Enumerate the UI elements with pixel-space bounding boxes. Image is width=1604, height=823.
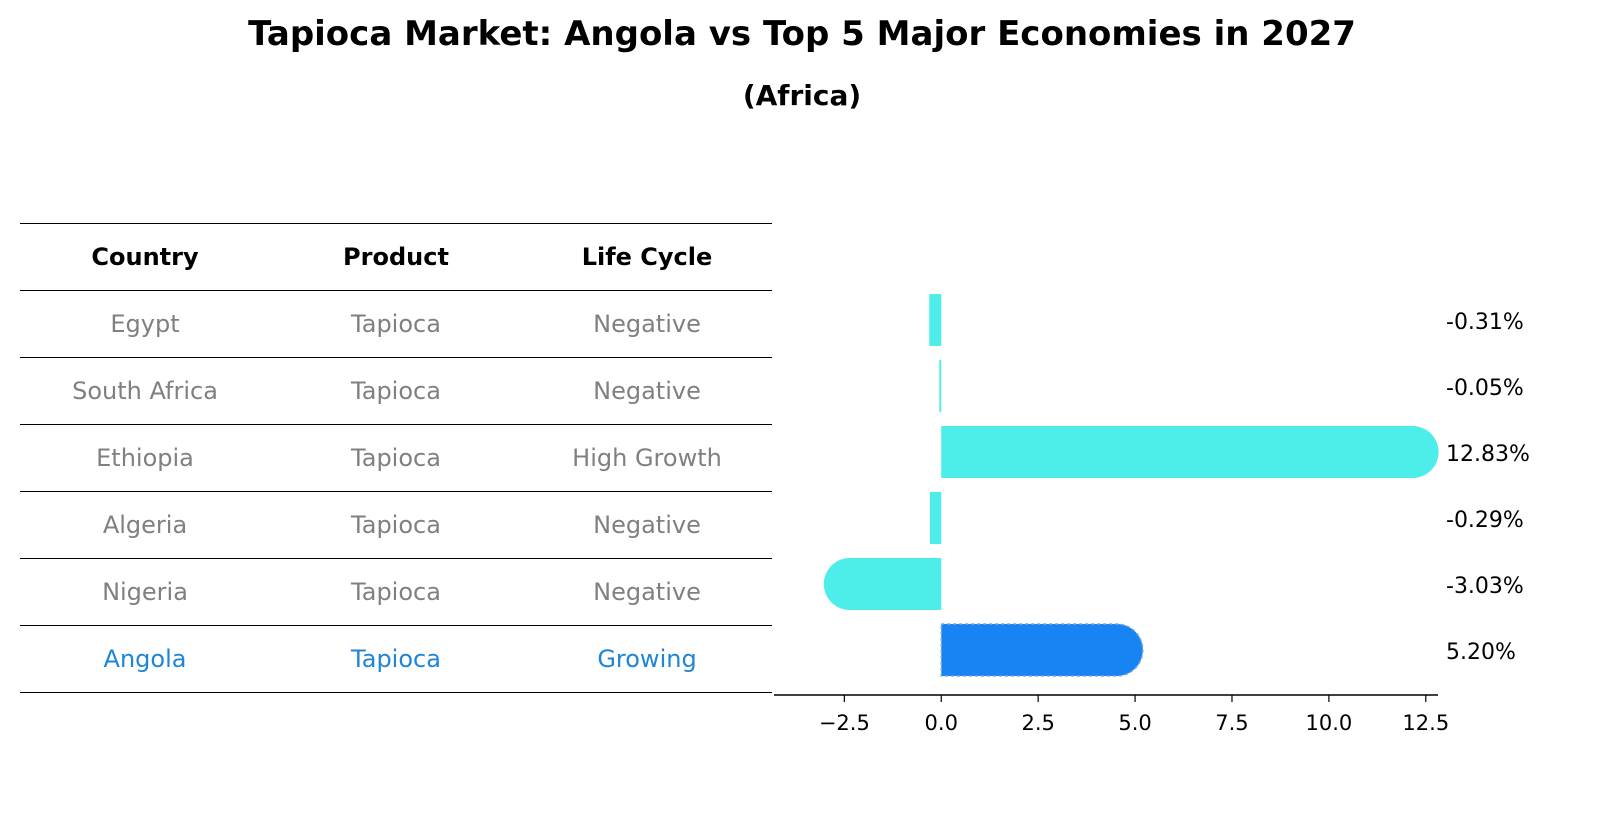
header-product: Product xyxy=(343,243,449,271)
table-header-row: Country Product Life Cycle xyxy=(20,223,772,290)
cell-life-cycle: Negative xyxy=(593,310,701,338)
x-tick-label: 12.5 xyxy=(1402,711,1449,735)
x-tick-label: 0.0 xyxy=(925,711,958,735)
cell-product: Tapioca xyxy=(351,511,441,539)
value-label: 5.20% xyxy=(1446,640,1516,665)
cell-product: Tapioca xyxy=(351,310,441,338)
value-label: -0.05% xyxy=(1446,376,1524,401)
bar-south-africa xyxy=(939,360,942,412)
table-row-highlighted: Angola Tapioca Growing xyxy=(20,625,772,693)
bar-algeria xyxy=(930,492,942,544)
header-country: Country xyxy=(91,243,199,271)
table-row: Egypt Tapioca Negative xyxy=(20,290,772,357)
market-table: Country Product Life Cycle Egypt Tapioca… xyxy=(20,223,772,693)
bar-nigeria xyxy=(823,558,942,610)
cell-life-cycle: Negative xyxy=(593,578,701,606)
x-tick-label: 10.0 xyxy=(1306,711,1353,735)
value-label: -0.31% xyxy=(1446,310,1524,335)
x-tick-label: −2.5 xyxy=(819,711,870,735)
cell-country: South Africa xyxy=(72,377,218,405)
cell-life-cycle: Growing xyxy=(597,645,697,673)
table-row: Ethiopia Tapioca High Growth xyxy=(20,424,772,491)
table-row: South Africa Tapioca Negative xyxy=(20,357,772,424)
cell-product: Tapioca xyxy=(351,578,441,606)
cell-product: Tapioca xyxy=(351,377,441,405)
cell-country: Nigeria xyxy=(102,578,188,606)
cell-product: Tapioca xyxy=(351,645,441,673)
table-row: Nigeria Tapioca Negative xyxy=(20,558,772,625)
x-tick-label: 2.5 xyxy=(1021,711,1054,735)
chart-subtitle: (Africa) xyxy=(742,79,862,112)
bar-angola xyxy=(940,623,1144,677)
cell-country: Algeria xyxy=(102,511,188,539)
header-life-cycle: Life Cycle xyxy=(581,243,713,271)
cell-life-cycle: Negative xyxy=(593,377,701,405)
value-label: -0.29% xyxy=(1446,508,1524,533)
chart-title: Tapioca Market: Angola vs Top 5 Major Ec… xyxy=(248,14,1356,54)
value-label: -3.03% xyxy=(1446,574,1524,599)
bar-ethiopia xyxy=(941,426,1439,478)
cell-product: Tapioca xyxy=(351,444,441,472)
value-label: 12.83% xyxy=(1446,442,1530,467)
bar-egypt xyxy=(929,294,942,346)
x-tick-label: 5.0 xyxy=(1118,711,1151,735)
cell-country: Ethiopia xyxy=(96,444,194,472)
growth-bar-chart: -0.31% -0.05% 12.83% -0.29% -3.03% 5.20% −2.5 0… xyxy=(774,294,1530,735)
cell-life-cycle: High Growth xyxy=(572,444,722,472)
x-tick-label: 7.5 xyxy=(1215,711,1248,735)
table-row: Algeria Tapioca Negative xyxy=(20,491,772,558)
cell-life-cycle: Negative xyxy=(593,511,701,539)
cell-country: Angola xyxy=(103,645,187,673)
cell-country: Egypt xyxy=(110,310,180,338)
